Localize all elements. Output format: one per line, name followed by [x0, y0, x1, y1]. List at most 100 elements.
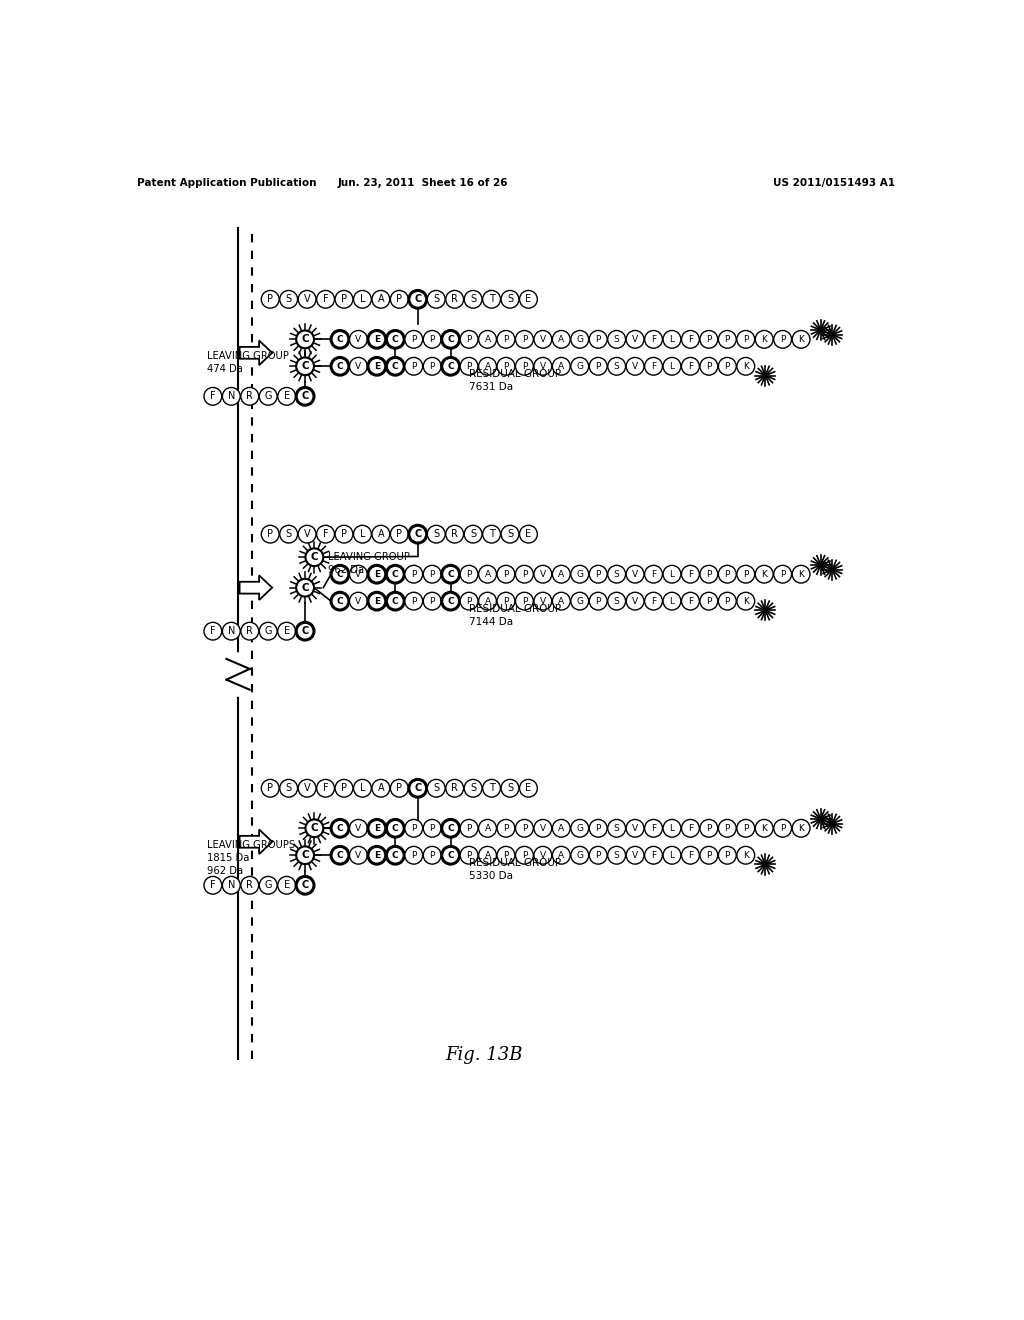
Text: V: V — [632, 824, 638, 833]
Circle shape — [645, 565, 663, 583]
Text: P: P — [596, 335, 601, 343]
Circle shape — [261, 290, 280, 308]
Circle shape — [296, 358, 314, 375]
Text: P: P — [429, 335, 435, 343]
Text: V: V — [632, 335, 638, 343]
Circle shape — [645, 593, 663, 610]
Text: V: V — [355, 335, 361, 343]
Text: C: C — [447, 597, 454, 606]
Text: P: P — [411, 570, 417, 578]
Circle shape — [737, 846, 755, 865]
Text: K: K — [798, 824, 804, 833]
Circle shape — [241, 622, 259, 640]
Text: C: C — [301, 362, 309, 371]
Circle shape — [423, 358, 441, 375]
Text: Patent Application Publication: Patent Application Publication — [137, 178, 316, 187]
Circle shape — [515, 330, 534, 348]
Circle shape — [404, 846, 423, 865]
Text: L: L — [359, 783, 366, 793]
Text: P: P — [780, 335, 785, 343]
Text: C: C — [337, 824, 343, 833]
Text: F: F — [323, 529, 329, 539]
Circle shape — [756, 330, 773, 348]
Circle shape — [296, 579, 314, 597]
Circle shape — [404, 820, 423, 837]
Circle shape — [372, 525, 390, 543]
Circle shape — [519, 779, 538, 797]
Text: P: P — [707, 570, 712, 578]
Text: V: V — [540, 851, 546, 859]
Text: V: V — [304, 529, 310, 539]
Circle shape — [589, 565, 607, 583]
Text: L: L — [670, 570, 675, 578]
Text: E: E — [284, 391, 290, 401]
Text: V: V — [540, 570, 546, 578]
Text: P: P — [743, 570, 749, 578]
Circle shape — [386, 593, 404, 610]
Circle shape — [349, 565, 368, 583]
Circle shape — [607, 593, 626, 610]
Circle shape — [335, 779, 353, 797]
Circle shape — [278, 876, 296, 894]
Circle shape — [278, 622, 296, 640]
Text: A: A — [558, 335, 564, 343]
Text: V: V — [355, 851, 361, 859]
Polygon shape — [240, 829, 272, 854]
Text: P: P — [341, 294, 347, 305]
Circle shape — [774, 565, 792, 583]
Circle shape — [570, 820, 589, 837]
Text: F: F — [651, 362, 656, 371]
Text: P: P — [429, 570, 435, 578]
Circle shape — [645, 846, 663, 865]
Text: A: A — [378, 783, 384, 793]
Text: LEAVING GROUP: LEAVING GROUP — [207, 351, 289, 362]
Circle shape — [589, 593, 607, 610]
Circle shape — [589, 358, 607, 375]
Circle shape — [298, 525, 316, 543]
Circle shape — [368, 846, 386, 865]
Text: R: R — [247, 391, 253, 401]
Circle shape — [497, 593, 515, 610]
Text: P: P — [521, 362, 527, 371]
Circle shape — [626, 565, 644, 583]
Text: S: S — [507, 783, 513, 793]
Circle shape — [464, 290, 482, 308]
Circle shape — [534, 358, 552, 375]
Circle shape — [515, 358, 534, 375]
Circle shape — [682, 330, 699, 348]
Circle shape — [386, 565, 404, 583]
Text: P: P — [429, 362, 435, 371]
Text: C: C — [414, 529, 422, 539]
Circle shape — [464, 525, 482, 543]
Text: C: C — [301, 880, 308, 890]
Text: V: V — [355, 824, 361, 833]
Circle shape — [261, 525, 280, 543]
Text: P: P — [429, 597, 435, 606]
Text: P: P — [503, 335, 509, 343]
Text: P: P — [503, 362, 509, 371]
Circle shape — [331, 358, 349, 375]
Text: P: P — [341, 783, 347, 793]
Text: C: C — [301, 334, 309, 345]
Text: P: P — [596, 851, 601, 859]
Text: S: S — [613, 851, 620, 859]
Circle shape — [423, 846, 441, 865]
Circle shape — [261, 779, 280, 797]
Text: K: K — [798, 335, 804, 343]
Circle shape — [519, 290, 538, 308]
Circle shape — [700, 330, 718, 348]
Text: C: C — [337, 335, 343, 343]
Circle shape — [737, 820, 755, 837]
Text: A: A — [378, 529, 384, 539]
Circle shape — [626, 846, 644, 865]
Circle shape — [204, 876, 222, 894]
Text: P: P — [596, 824, 601, 833]
Text: V: V — [304, 294, 310, 305]
Circle shape — [445, 290, 464, 308]
Text: N: N — [227, 880, 234, 890]
Circle shape — [552, 358, 570, 375]
Circle shape — [501, 525, 519, 543]
Text: F: F — [688, 362, 693, 371]
Text: P: P — [466, 570, 472, 578]
Circle shape — [478, 565, 497, 583]
